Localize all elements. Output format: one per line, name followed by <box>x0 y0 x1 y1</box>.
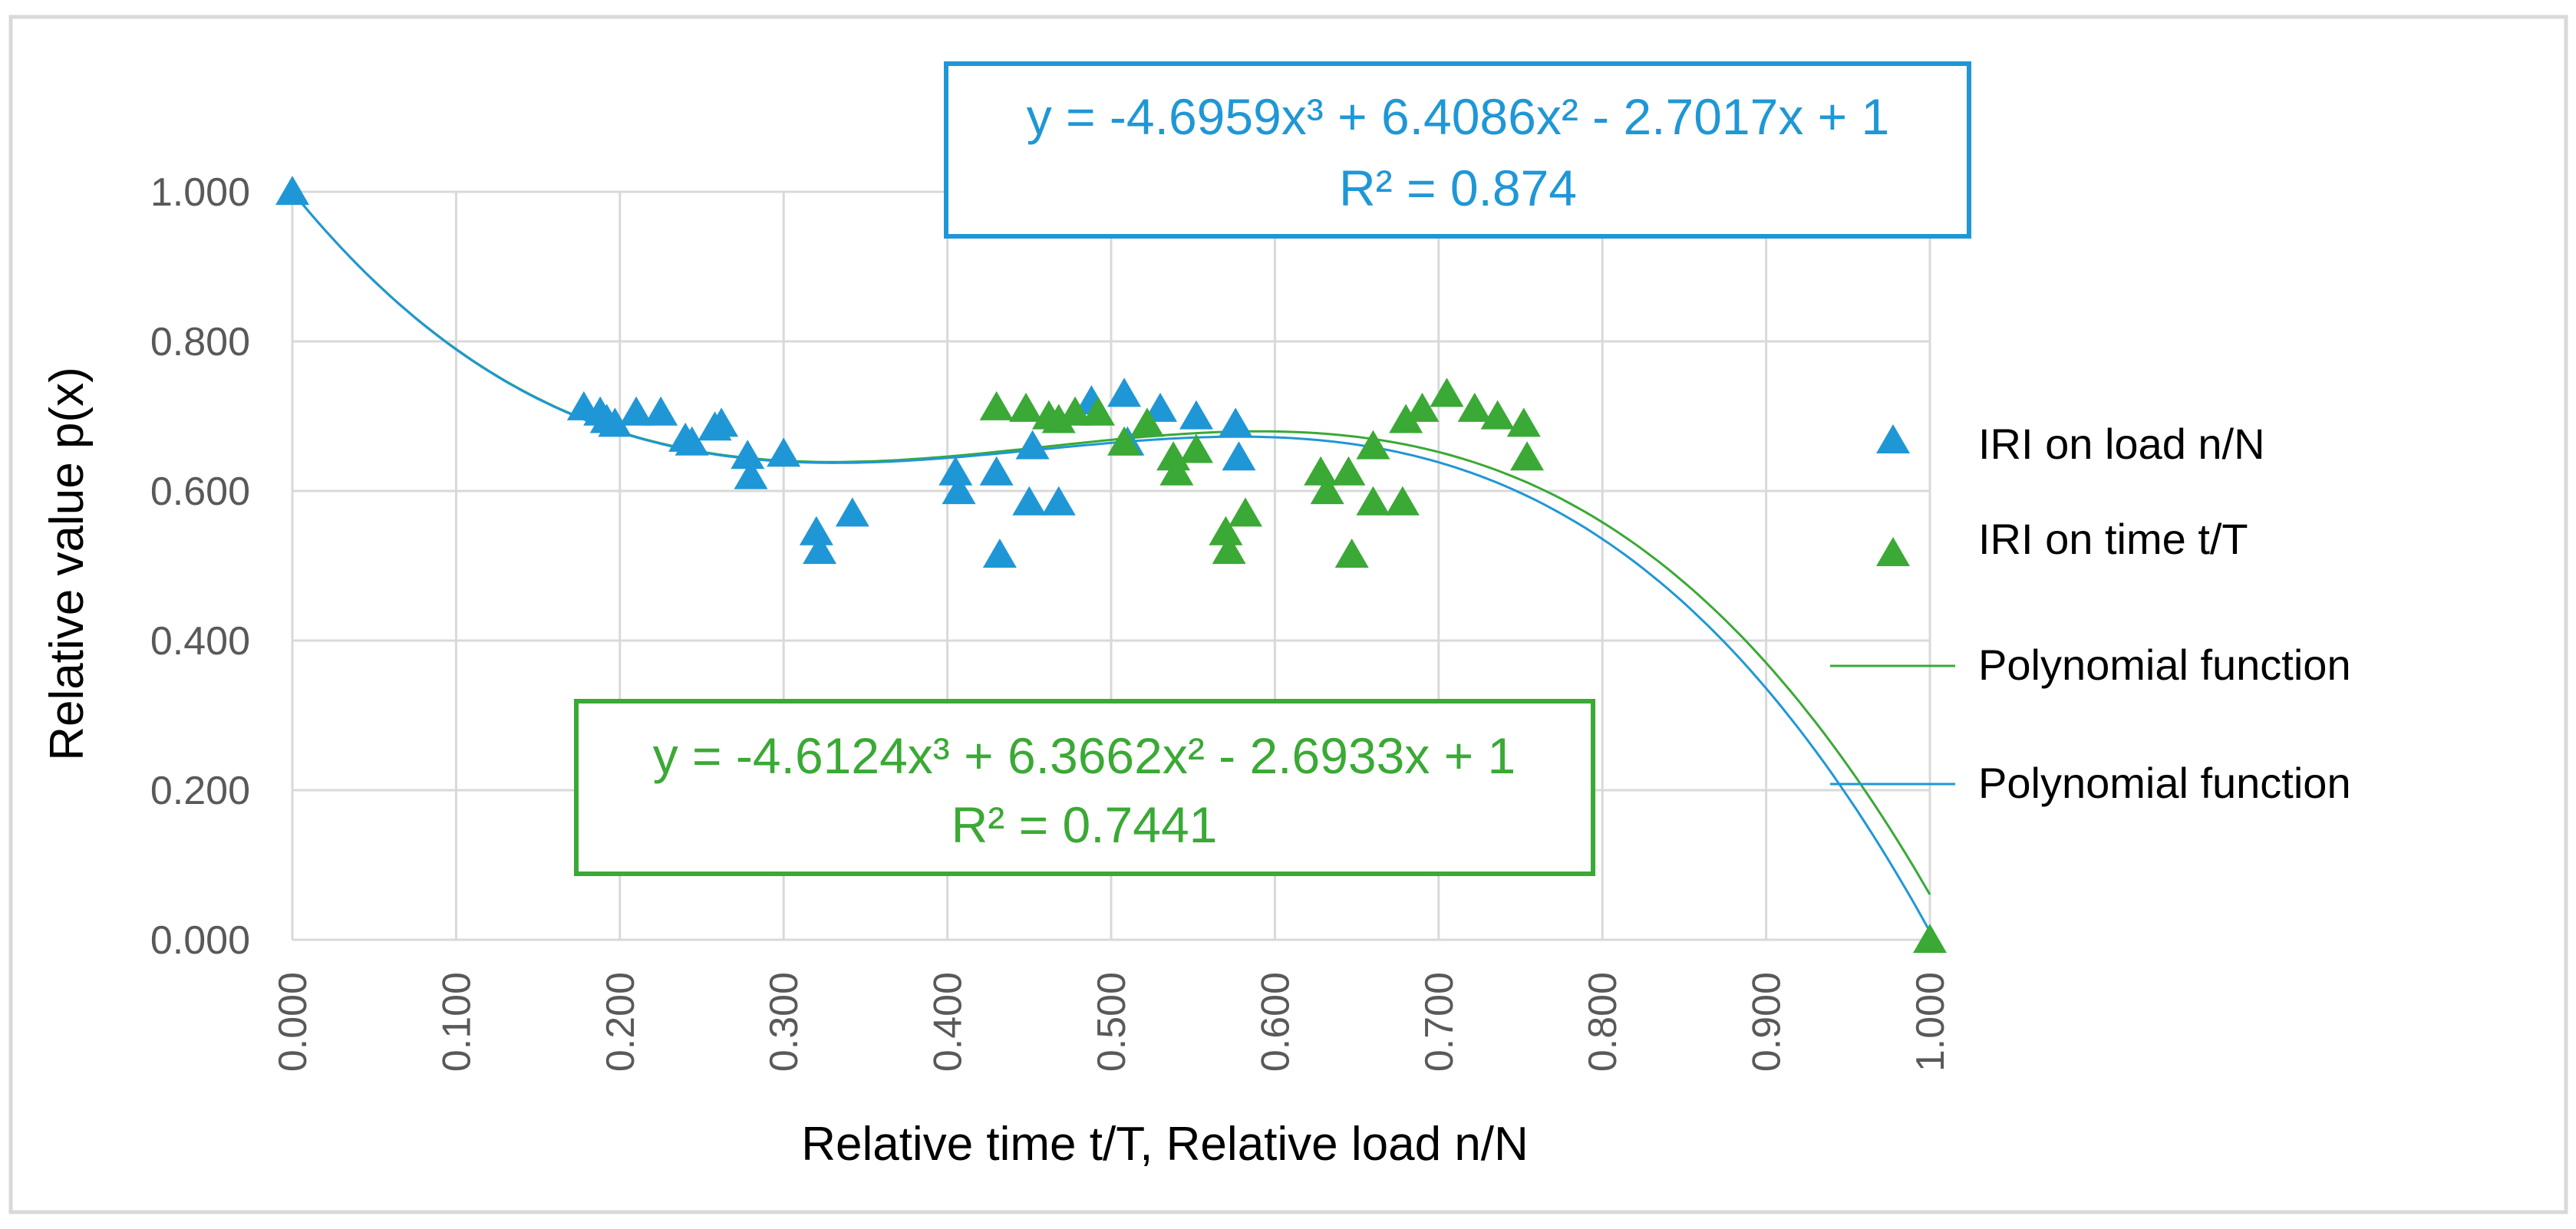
point-iri-on-time-t-t <box>1179 433 1213 463</box>
point-iri-on-load-n-n <box>803 535 837 565</box>
point-iri-on-load-n-n <box>982 538 1017 568</box>
legend-label-poly-blue: Polynomial function <box>1978 759 2351 807</box>
point-iri-on-time-t-t <box>1356 486 1390 516</box>
point-iri-on-load-n-n <box>1143 392 1178 422</box>
point-iri-on-load-n-n <box>835 497 869 527</box>
point-iri-on-load-n-n <box>938 456 973 486</box>
point-iri-on-time-t-t <box>1405 392 1440 422</box>
x-tick-label: 0.700 <box>1417 972 1462 1072</box>
legend-label-iri-time: IRI on time t/T <box>1978 515 2248 563</box>
x-tick-label: 0.400 <box>926 972 971 1072</box>
equation-green: y = -4.6124x³ + 6.3662x² - 2.6933x + 1 <box>653 727 1516 784</box>
point-iri-on-load-n-n <box>767 437 801 467</box>
point-iri-on-load-n-n <box>1107 377 1142 407</box>
point-iri-on-time-t-t <box>979 390 1014 420</box>
point-iri-on-load-n-n <box>979 456 1014 486</box>
point-iri-on-load-n-n <box>1219 407 1253 437</box>
point-iri-on-load-n-n <box>1222 441 1256 471</box>
trendlines <box>291 191 1931 933</box>
point-iri-on-time-t-t <box>1510 441 1545 471</box>
y-tick-label: 0.000 <box>150 918 250 963</box>
point-iri-on-load-n-n <box>598 407 632 437</box>
point-iri-on-time-t-t <box>1041 404 1076 433</box>
point-iri-on-time-t-t <box>1385 486 1420 516</box>
point-iri-on-time-t-t <box>1457 392 1492 422</box>
y-tick-label: 0.400 <box>150 619 250 664</box>
point-iri-on-time-t-t <box>1212 535 1246 565</box>
equation-blue: y = -4.6959x³ + 6.4086x² - 2.7017x + 1 <box>1027 88 1890 145</box>
point-iri-on-load-n-n <box>1012 486 1047 516</box>
r-squared-blue: R² = 0.874 <box>1339 160 1577 216</box>
r-squared-green: R² = 0.7441 <box>952 796 1218 853</box>
equation-box-blue: y = -4.6959x³ + 6.4086x² - 2.7017x + 1 R… <box>944 61 1971 239</box>
x-tick-label: 0.000 <box>271 972 315 1072</box>
point-iri-on-load-n-n <box>731 440 765 470</box>
data-points <box>275 176 1947 954</box>
x-tick-label: 0.200 <box>599 972 643 1072</box>
point-iri-on-time-t-t <box>1107 426 1142 456</box>
point-iri-on-load-n-n <box>1041 486 1076 516</box>
point-iri-on-time-t-t <box>1130 407 1164 437</box>
point-iri-on-load-n-n <box>799 516 833 545</box>
point-iri-on-time-t-t <box>1430 377 1464 407</box>
point-iri-on-time-t-t <box>1310 475 1344 505</box>
x-tick-label: 0.600 <box>1253 972 1298 1072</box>
point-iri-on-load-n-n <box>675 426 709 456</box>
point-iri-on-time-t-t <box>1913 924 1947 954</box>
y-tick-label: 0.600 <box>150 470 250 514</box>
point-iri-on-load-n-n <box>619 396 654 426</box>
point-iri-on-load-n-n <box>1179 400 1213 430</box>
point-iri-on-time-t-t <box>1159 456 1194 486</box>
x-tick-label: 1.000 <box>1908 972 1953 1072</box>
point-iri-on-time-t-t <box>1009 392 1044 422</box>
x-axis-title: Relative time t/T, Relative load n/N <box>801 1118 1529 1171</box>
point-iri-on-time-t-t <box>1356 430 1390 460</box>
legend-marker-iri-load <box>1876 424 1910 453</box>
point-iri-on-load-n-n <box>1015 430 1050 460</box>
x-tick-label: 0.300 <box>762 972 806 1072</box>
point-iri-on-time-t-t <box>1334 538 1369 568</box>
point-iri-on-time-t-t <box>1228 497 1262 527</box>
point-iri-on-time-t-t <box>1304 456 1338 486</box>
point-iri-on-time-t-t <box>1156 441 1191 471</box>
x-tick-label: 0.100 <box>434 972 479 1072</box>
point-iri-on-load-n-n <box>734 460 768 489</box>
point-iri-on-time-t-t <box>1080 396 1115 426</box>
point-iri-on-time-t-t <box>1209 516 1243 545</box>
y-tick-label: 0.800 <box>150 320 250 364</box>
x-tick-label: 0.800 <box>1581 972 1625 1072</box>
y-tick-label: 0.200 <box>150 769 250 813</box>
x-tick-label: 0.500 <box>1090 972 1134 1072</box>
point-iri-on-time-t-t <box>1389 404 1423 433</box>
point-iri-on-time-t-t <box>1480 400 1515 430</box>
equation-box-green-frame <box>574 699 1595 876</box>
equation-box-green: y = -4.6124x³ + 6.3662x² - 2.6933x + 1 R… <box>574 699 1595 876</box>
equation-box-blue-frame <box>944 61 1971 239</box>
point-iri-on-load-n-n <box>644 396 678 426</box>
legend-label-iri-load: IRI on load n/N <box>1978 420 2265 468</box>
axes: 0.000 0.100 0.200 0.300 0.400 0.500 0.600 0.700… <box>150 170 1953 1072</box>
point-iri-on-load-n-n <box>942 475 976 505</box>
y-tick-label: 1.000 <box>150 170 250 215</box>
point-iri-on-time-t-t <box>1506 407 1541 437</box>
legend-marker-iri-time <box>1876 537 1910 566</box>
y-axis-title: Relative value p(x) <box>41 367 94 760</box>
legend-label-poly-green: Polynomial function <box>1978 641 2351 689</box>
trendline-blue <box>291 191 1931 933</box>
legend: IRI on load n/N IRI on time t/T Polynomi… <box>1830 420 2351 807</box>
point-iri-on-time-t-t <box>1058 396 1093 426</box>
point-iri-on-time-t-t <box>1331 456 1366 486</box>
point-iri-on-load-n-n <box>704 407 739 437</box>
x-tick-label: 0.900 <box>1745 972 1789 1072</box>
point-iri-on-load-n-n <box>275 176 309 206</box>
